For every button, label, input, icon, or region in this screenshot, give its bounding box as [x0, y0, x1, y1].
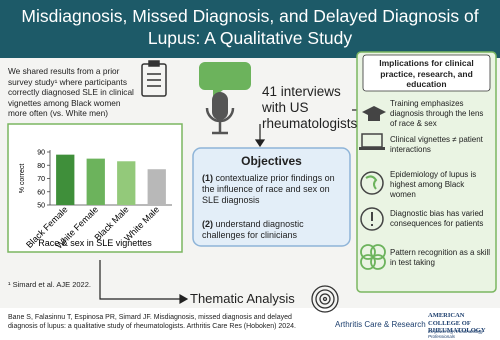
- implication-item: Training emphasizes diagnosis through th…: [390, 99, 484, 128]
- objectives-box: [192, 147, 351, 247]
- implication-item: Pattern recognition as a skill in test t…: [390, 248, 491, 267]
- title-banner: [0, 0, 500, 58]
- flow-arrows: [99, 109, 357, 305]
- footer-strip: [0, 308, 500, 340]
- microphone-icon: [199, 62, 251, 135]
- interviews-text: 41 interviews with US rheumatologists: [262, 84, 358, 131]
- title: Misdiagnosis, Missed Diagnosis, and Dela…: [21, 6, 479, 48]
- objectives-title: Objectives: [241, 154, 302, 168]
- y-tick-label: 90: [37, 150, 45, 157]
- fingerprint-icon: [311, 285, 339, 313]
- bar: [147, 169, 166, 205]
- implication-item: Clinical vignettes ≠ patient interaction…: [390, 135, 483, 154]
- objective-item: (1) contextualize prior findings on the …: [202, 173, 344, 206]
- implication-item: Diagnostic bias has varied consequences …: [390, 209, 484, 228]
- intro-text: We shared results from a prior survey st…: [8, 66, 134, 118]
- x-axis-title: Race & sex in SLE vignettes: [38, 238, 152, 248]
- journal-name: Arthritis Care & Research: [335, 320, 426, 329]
- y-tick-label: 70: [37, 176, 45, 183]
- implication-icons: [359, 106, 386, 270]
- society-tagline: Empowering Rheumatology Professionals: [428, 329, 484, 339]
- implication-item: Epidemiology of lupus is highest among B…: [390, 170, 477, 199]
- bar: [86, 158, 105, 205]
- implications-title: Implications for clinical practice, rese…: [379, 58, 474, 89]
- y-axis-title: % correct: [19, 164, 26, 194]
- objective-text: contextualize prior findings on the infl…: [202, 173, 335, 205]
- bar: [117, 161, 136, 205]
- y-tick-label: 60: [37, 189, 45, 196]
- y-tick-label: 50: [37, 203, 45, 210]
- clipboard-icon: [141, 60, 167, 97]
- implications-panel: [356, 51, 497, 293]
- society-name: American College of Rheumatology: [428, 312, 486, 334]
- objective-number: (1): [202, 173, 213, 183]
- objective-number: (2): [202, 219, 213, 229]
- bar: [56, 154, 75, 205]
- implications-header-box: [362, 54, 491, 92]
- method-text: Thematic Analysis: [190, 291, 295, 306]
- objective-text: understand diagnostic challenges for cli…: [202, 219, 304, 240]
- footnote: ¹ Simard et al. AJE 2022.: [8, 280, 91, 289]
- citation: Bane S, Falasinnu T, Espinosa PR, Simard…: [8, 314, 296, 330]
- objective-item: (2) understand diagnostic challenges for…: [202, 219, 344, 241]
- y-tick-label: 80: [37, 163, 45, 170]
